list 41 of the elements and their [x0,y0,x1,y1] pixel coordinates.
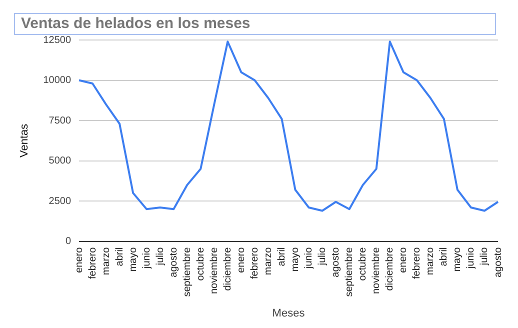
x-tick-label: agosto [492,246,504,278]
x-tick-label: noviembre [208,246,220,294]
chart-title: Ventas de helados en los meses [14,13,496,35]
x-tick-label: noviembre [371,246,382,294]
x-tick-label: abril [114,247,126,266]
x-tick-label: junio [141,246,152,270]
x-tick-label: septiembre [344,246,356,297]
x-tick-label: marzo [262,246,274,276]
y-axis-title: Ventas [18,123,31,158]
x-tick-label: agosto [330,246,342,278]
x-tick-label: octubre [195,246,206,281]
x-tick-label: octubre [358,246,369,281]
x-tick-label: junio [466,246,477,270]
x-tick-label: abril [438,247,450,266]
y-tick-label: 7500 [48,115,72,126]
y-tick-label: 0 [65,236,72,248]
y-tick-label: 10000 [43,75,72,86]
x-tick-label: abril [276,247,288,266]
y-tick-label: 2500 [48,196,72,207]
x-tick-label: enero [74,246,85,273]
x-tick-label: marzo [100,246,112,276]
x-tick-label: julio [154,246,166,266]
x-tick-label: febrero [412,246,423,280]
x-tick-label: febrero [249,246,260,280]
x-tick-label: septiembre [182,246,193,297]
x-tick-label: julio [479,246,490,266]
x-tick-label: enero [398,246,410,273]
x-tick-label: marzo [425,246,436,276]
x-tick-label: julio [317,246,328,266]
x-tick-label: mayo [128,246,139,272]
y-tick-label: 5000 [48,156,72,167]
x-tick-label: enero [236,246,247,273]
x-tick-label: diciembre [222,246,234,291]
x-tick-label: mayo [452,246,464,272]
x-tick-label: febrero [87,246,98,280]
x-axis-title: Meses [272,307,306,320]
y-tick-label: 12500 [43,34,72,46]
x-tick-label: agosto [168,246,180,278]
x-tick-label: mayo [290,246,302,272]
x-tick-label: diciembre [384,246,396,291]
x-tick-label: junio [304,246,315,270]
